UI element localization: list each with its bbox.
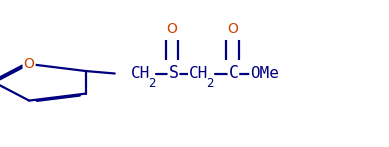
Text: 2: 2	[206, 77, 214, 90]
Text: S: S	[168, 65, 179, 82]
Text: O: O	[227, 22, 238, 36]
Text: C: C	[228, 65, 238, 82]
Text: CH: CH	[130, 66, 150, 81]
Text: O: O	[166, 22, 177, 36]
Text: 2: 2	[148, 77, 156, 90]
Text: CH: CH	[189, 66, 208, 81]
Text: O: O	[24, 57, 35, 71]
Text: OMe: OMe	[250, 66, 279, 81]
